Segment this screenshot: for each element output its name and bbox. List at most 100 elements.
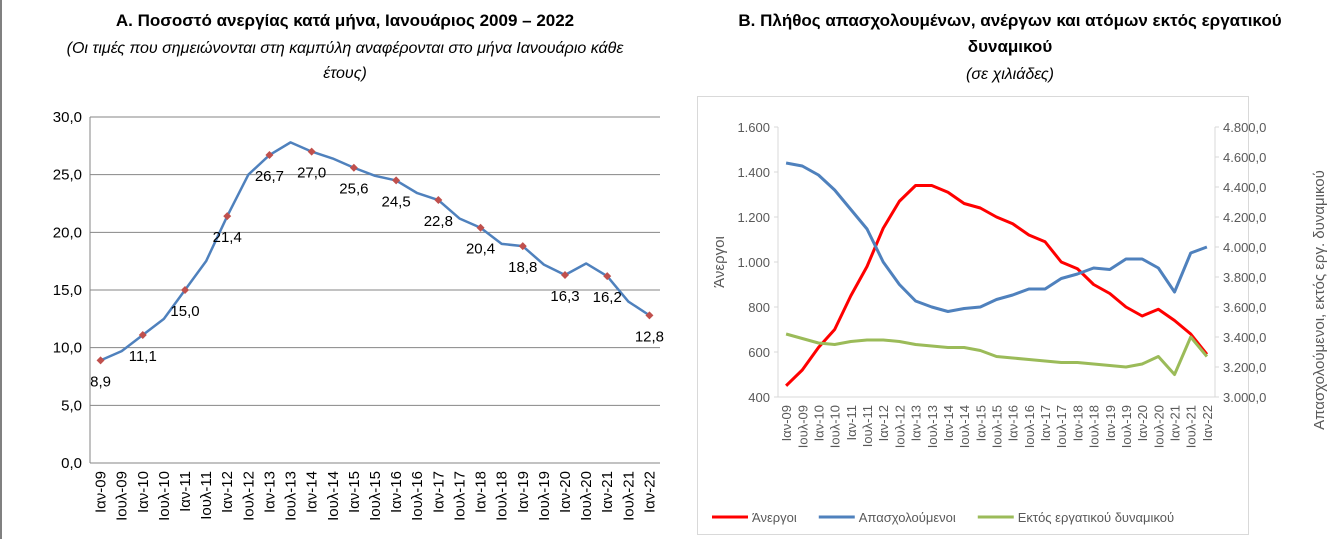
x-tick-label: Ιαν-17 (1038, 405, 1053, 441)
data-marker (349, 163, 358, 172)
x-tick-label: Ιουλ-10 (156, 471, 173, 521)
data-label: 22,8 (424, 213, 453, 230)
data-marker (223, 212, 232, 221)
legend-label: Απασχολούμενοι (859, 510, 956, 525)
x-tick-label: Ιαν-18 (473, 471, 490, 513)
x-tick-label: Ιουλ-13 (283, 471, 300, 521)
data-marker (265, 151, 274, 160)
x-tick-label: Ιουλ-11 (198, 471, 215, 520)
data-label: 26,7 (255, 168, 284, 185)
plot-frame (697, 96, 1249, 535)
x-tick-label: Ιαν-14 (941, 405, 956, 441)
y-tick-label: 0,0 (61, 455, 82, 472)
y-tick-label: 30,0 (53, 109, 82, 126)
data-marker (561, 271, 569, 280)
x-tick-label: Ιαν-16 (1006, 405, 1021, 441)
legend-label: Άνεργοι (752, 510, 797, 525)
series-line (785, 161, 1208, 313)
x-tick-label: Ιαν-15 (973, 405, 988, 441)
series-line (100, 141, 651, 362)
data-label: 18,8 (508, 259, 537, 276)
x-tick-label: Ιουλ-19 (1119, 405, 1134, 448)
x-tick-label: Ιουλ-09 (795, 405, 810, 448)
data-label: 20,4 (466, 241, 495, 258)
x-tick-label: Ιαν-21 (599, 471, 616, 513)
data-marker (307, 147, 316, 156)
y-tick-label: 20,0 (53, 224, 82, 241)
x-tick-label: Ιουλ-12 (892, 405, 907, 448)
data-marker (603, 272, 612, 281)
x-tick-label: Ιαν-19 (515, 471, 532, 513)
x-tick-label: Ιουλ-15 (990, 405, 1005, 448)
x-tick-label: Ιουλ-19 (536, 471, 553, 521)
x-tick-label: Ιαν-12 (876, 405, 891, 441)
x-tick-label: Ιουλ-14 (957, 405, 972, 448)
y2-tick-label: 4.800,0 (1223, 120, 1266, 135)
series-line (785, 184, 1209, 387)
chart-subtitle: (σε χιλιάδες) (966, 66, 1054, 83)
data-label: 16,3 (550, 288, 579, 305)
y2-tick-label: 3.000,0 (1223, 390, 1266, 405)
x-tick-label: Ιαν-11 (844, 405, 859, 440)
y-axis-title: Άνεργοι (711, 236, 728, 288)
y2-tick-label: 3.400,0 (1223, 330, 1266, 345)
y-tick-label: 1.200 (737, 210, 770, 225)
data-label: 15,0 (170, 303, 199, 320)
x-tick-label: Ιουλ-12 (240, 471, 257, 521)
x-tick-label: Ιαν-22 (641, 471, 658, 513)
x-tick-label: Ιαν-10 (135, 471, 152, 513)
y-tick-label: 800 (748, 300, 770, 315)
data-marker (392, 176, 401, 185)
y-tick-label: 1.600 (737, 120, 770, 135)
data-marker (96, 356, 105, 365)
x-tick-label: Ιαν-20 (557, 471, 574, 513)
x-tick-label: Ιουλ-20 (1151, 405, 1166, 448)
x-tick-label: Ιαν-14 (304, 471, 321, 513)
x-tick-label: Ιουλ-21 (620, 471, 637, 521)
y2-tick-label: 4.000,0 (1223, 240, 1266, 255)
chart-title: Α. Ποσοστό ανεργίας κατά μήνα, Ιανουάριο… (115, 11, 575, 30)
data-label: 25,6 (339, 181, 368, 198)
x-tick-label: Ιαν-21 (1168, 405, 1183, 441)
x-tick-label: Ιαν-17 (430, 471, 447, 513)
data-label: 8,9 (90, 373, 111, 390)
y2-tick-label: 3.200,0 (1223, 360, 1266, 375)
y-tick-label: 15,0 (53, 282, 82, 299)
x-tick-label: Ιαν-18 (1070, 405, 1085, 441)
x-tick-label: Ιαν-20 (1135, 405, 1150, 441)
x-tick-label: Ιουλ-18 (494, 471, 511, 521)
y-tick-label: 25,0 (53, 167, 82, 184)
x-tick-label: Ιουλ-16 (409, 471, 426, 521)
data-marker (434, 196, 443, 205)
y2-tick-label: 4.600,0 (1223, 150, 1266, 165)
data-label: 21,4 (213, 229, 242, 246)
x-tick-label: Ιουλ-15 (367, 471, 384, 521)
data-label: 27,0 (297, 165, 326, 182)
y2-tick-label: 3.800,0 (1223, 270, 1266, 285)
data-label: 12,8 (635, 328, 664, 345)
x-tick-label: Ιουλ-10 (828, 405, 843, 448)
x-tick-label: Ιουλ-16 (1022, 405, 1037, 448)
x-tick-label: Ιαν-13 (909, 405, 924, 441)
x-tick-label: Ιουλ-20 (578, 471, 595, 521)
x-tick-label: Ιουλ-21 (1184, 405, 1199, 448)
x-tick-label: Ιαν-19 (1103, 405, 1118, 441)
chart-title: Β. Πλήθος απασχολουμένων, ανέργων και ατ… (738, 11, 1282, 56)
x-tick-label: Ιαν-09 (779, 405, 794, 441)
y2-axis-title: Απασχολούμενοι, εκτός εργ. δυναμικού (1311, 170, 1328, 430)
series-line (785, 332, 1209, 376)
y2-tick-label: 3.600,0 (1223, 300, 1266, 315)
legend-label: Εκτός εργατικού δυναμικού (1018, 510, 1174, 525)
data-label: 16,2 (593, 289, 622, 306)
data-marker (518, 242, 527, 251)
data-marker (181, 286, 189, 294)
x-tick-label: Ιαν-10 (811, 405, 826, 441)
data-marker (645, 311, 654, 320)
x-tick-label: Ιουλ-14 (325, 471, 342, 521)
x-tick-label: Ιουλ-13 (925, 405, 940, 448)
data-label: 24,5 (382, 193, 411, 210)
x-tick-label: Ιαν-11 (177, 471, 194, 512)
x-tick-label: Ιαν-15 (346, 471, 363, 513)
